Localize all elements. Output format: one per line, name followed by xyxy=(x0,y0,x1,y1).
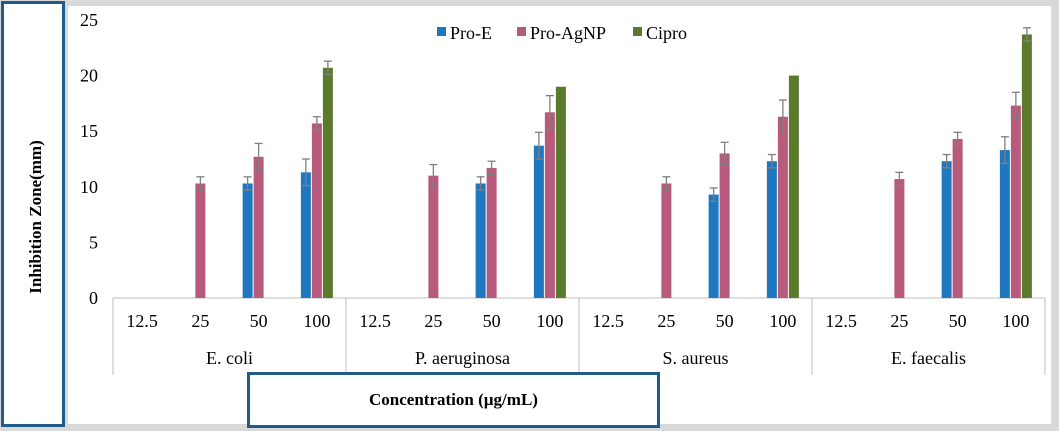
x-tick-label: 12.5 xyxy=(825,311,857,331)
bar-pro-agnp xyxy=(1010,105,1021,299)
x-tick-label: 50 xyxy=(250,311,268,331)
legend-swatch xyxy=(437,27,446,36)
bar-cipro xyxy=(555,86,566,298)
y-tick-label: 25 xyxy=(80,10,98,30)
bar-pro-agnp xyxy=(486,167,497,298)
legend-label: Pro-E xyxy=(450,23,492,43)
bar-pro-e xyxy=(242,183,253,298)
group-label: E. coli xyxy=(206,348,253,368)
x-axis-label: Concentration (µg/mL) xyxy=(369,390,538,409)
x-tick-label: 100 xyxy=(303,311,330,331)
x-tick-label: 50 xyxy=(716,311,734,331)
bar-pro-e xyxy=(300,172,311,298)
group-label: S. aureus xyxy=(663,348,729,368)
x-tick-label: 100 xyxy=(769,311,796,331)
bar-pro-agnp xyxy=(544,112,555,299)
x-tick-label: 25 xyxy=(657,311,675,331)
group-label: P. aeruginosa xyxy=(415,348,510,368)
x-tick-label: 50 xyxy=(483,311,501,331)
x-tick-label: 100 xyxy=(1002,311,1029,331)
x-tick-label: 100 xyxy=(536,311,563,331)
y-tick-label: 10 xyxy=(80,177,98,197)
x-tick-label: 50 xyxy=(949,311,967,331)
x-tick-label: 25 xyxy=(890,311,908,331)
bar-pro-e xyxy=(533,145,544,298)
x-tick-label: 12.5 xyxy=(592,311,624,331)
bar-pro-e xyxy=(475,183,486,298)
y-tick-label: 0 xyxy=(89,288,98,308)
y-tick-label: 20 xyxy=(80,66,98,86)
bar-pro-agnp xyxy=(952,138,963,298)
bar-cipro xyxy=(1021,34,1032,299)
bar-pro-e xyxy=(766,161,777,298)
y-tick-label: 5 xyxy=(89,232,98,252)
bar-pro-agnp xyxy=(719,153,730,298)
bar-pro-agnp xyxy=(661,183,672,298)
legend-swatch xyxy=(517,27,526,36)
x-tick-label: 25 xyxy=(424,311,442,331)
bar-pro-agnp xyxy=(894,179,905,298)
group-label: E. faecalis xyxy=(891,348,966,368)
y-axis-label-box: Inhibition Zone(mm) xyxy=(1,1,65,427)
bar-pro-agnp xyxy=(195,183,206,298)
x-axis-label-box: Concentration (µg/mL) xyxy=(247,372,660,428)
legend-label: Pro-AgNP xyxy=(530,23,606,43)
x-tick-label: 12.5 xyxy=(359,311,391,331)
bar-pro-agnp xyxy=(777,116,788,298)
bar-pro-agnp xyxy=(428,175,439,298)
x-tick-label: 25 xyxy=(191,311,209,331)
legend-swatch xyxy=(633,27,642,36)
legend-label: Cipro xyxy=(646,23,687,43)
bar-cipro xyxy=(322,67,333,298)
bar-pro-e xyxy=(708,194,719,298)
y-tick-label: 15 xyxy=(80,121,98,141)
bar-pro-e xyxy=(941,161,952,298)
y-axis-label: Inhibition Zone(mm) xyxy=(26,140,45,294)
bar-pro-agnp xyxy=(253,156,264,298)
bar-pro-agnp xyxy=(311,123,322,298)
bar-cipro xyxy=(788,75,799,298)
bar-pro-e xyxy=(999,150,1010,298)
x-tick-label: 12.5 xyxy=(126,311,158,331)
